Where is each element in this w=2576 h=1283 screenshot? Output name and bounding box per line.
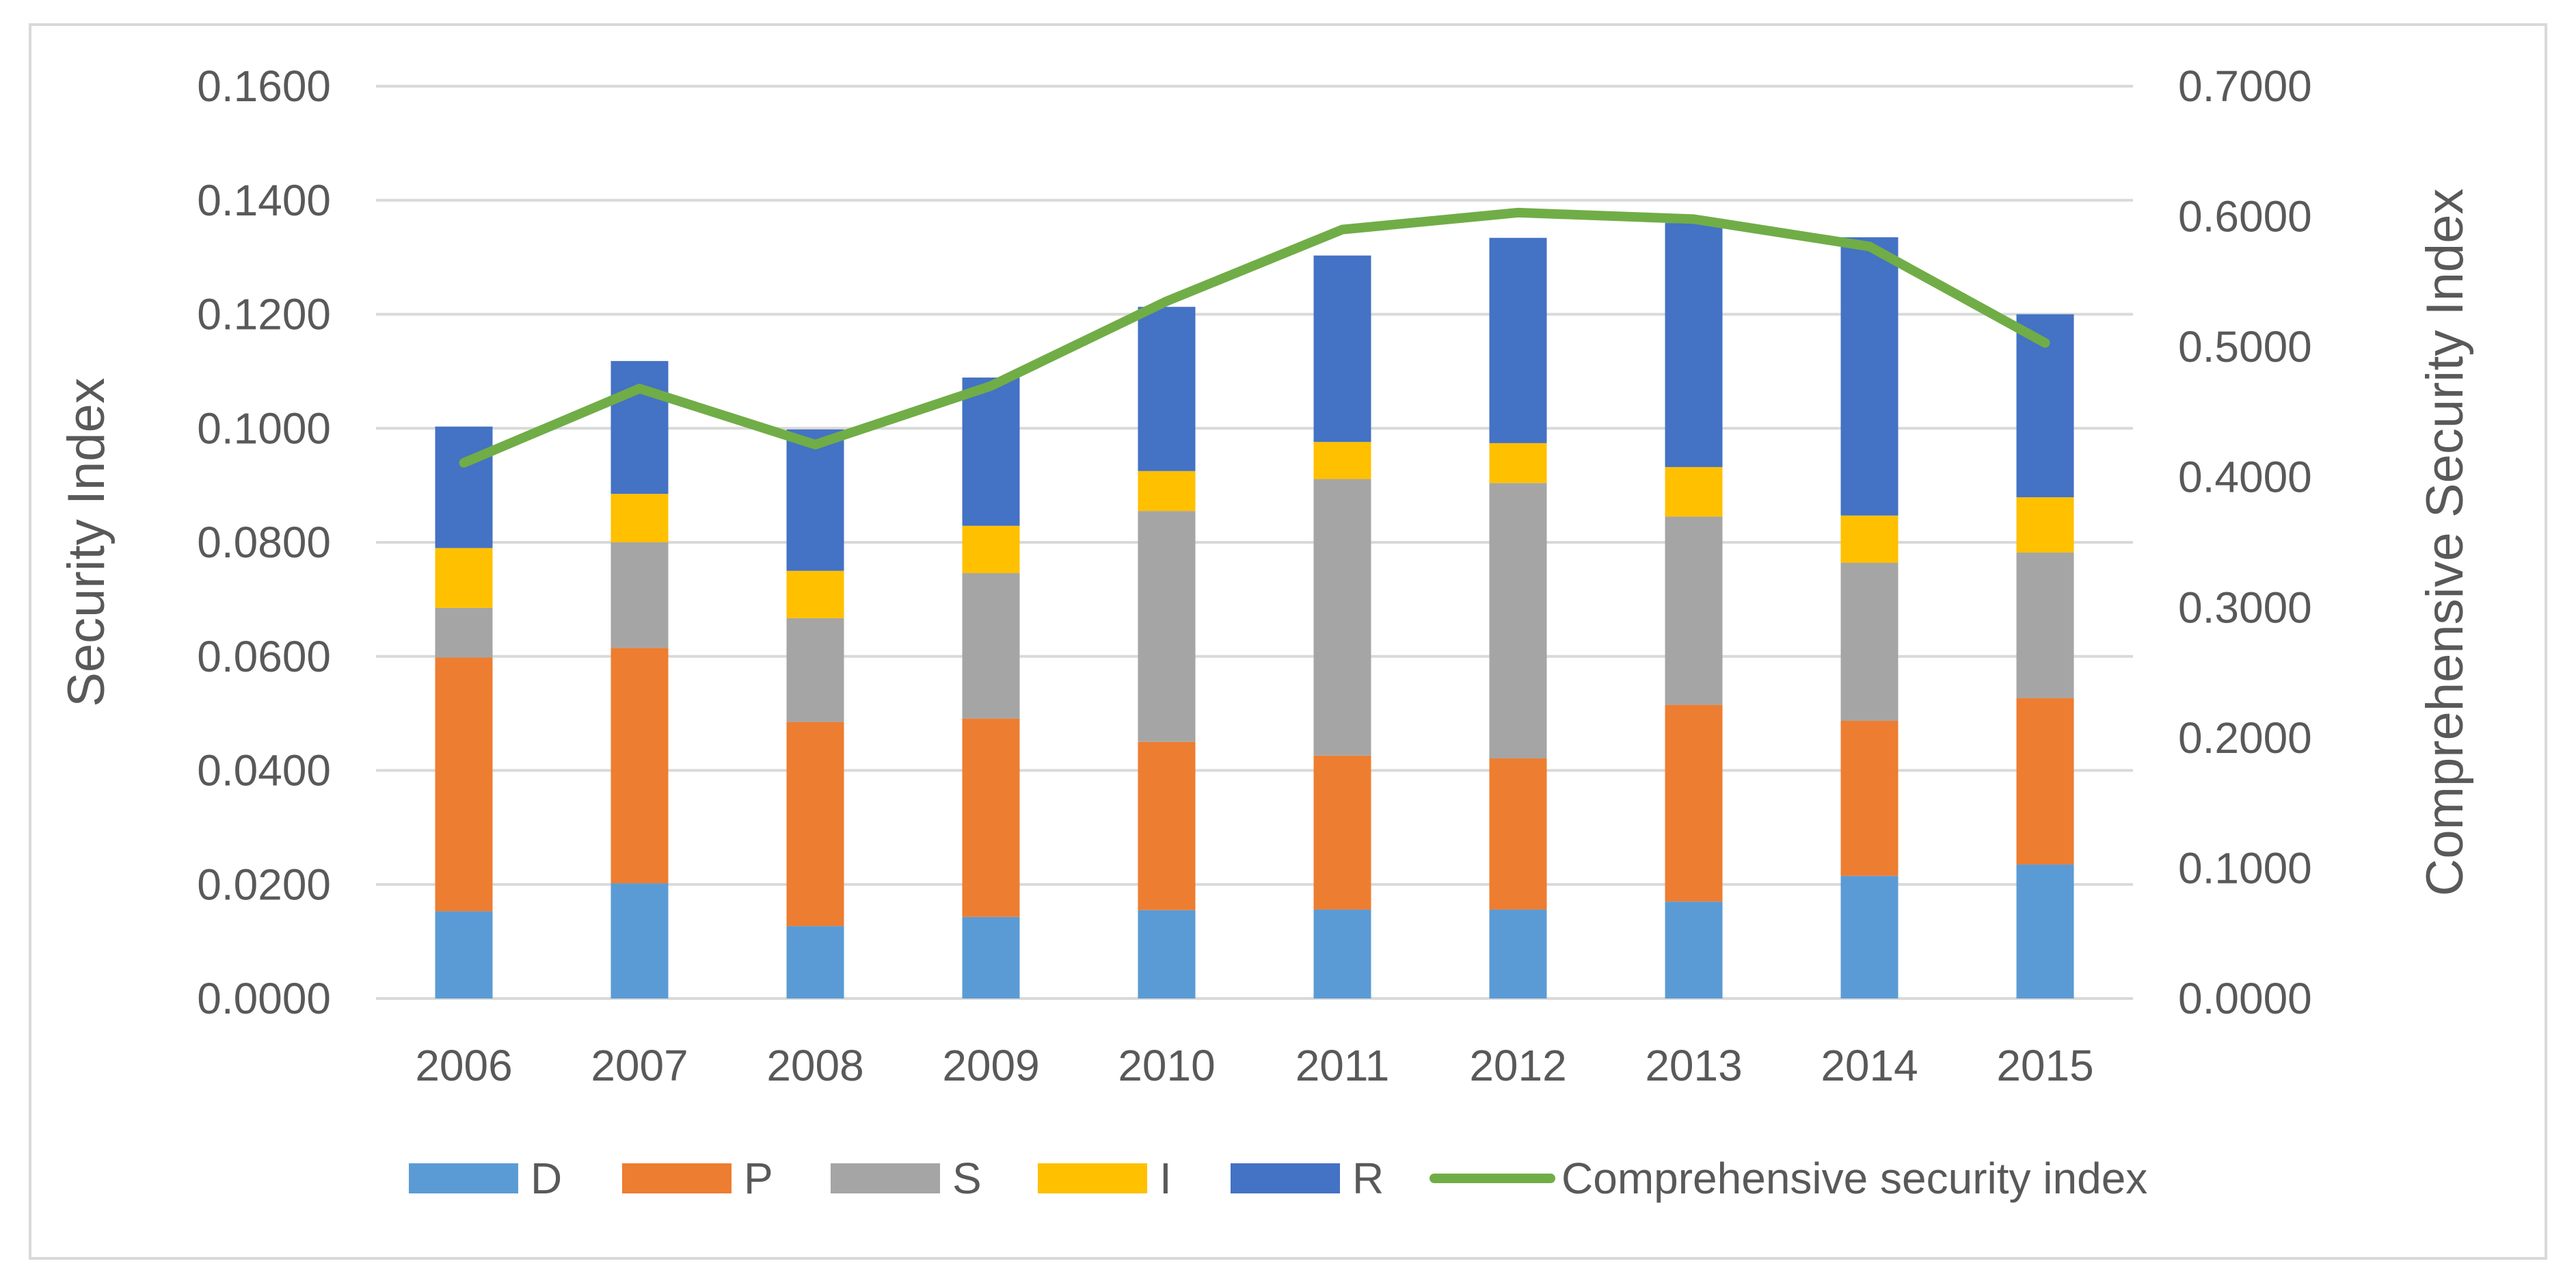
bar-s-2012 — [1489, 483, 1547, 758]
legend-swatch-i — [1038, 1163, 1147, 1193]
legend-label: Comprehensive security index — [1561, 1154, 2147, 1203]
bar-i-2009 — [962, 525, 1020, 574]
bar-p-2015 — [2016, 698, 2074, 865]
bar-i-2010 — [1138, 471, 1196, 512]
legend-swatch-p — [622, 1163, 732, 1193]
x-tick-label: 2013 — [1645, 1041, 1742, 1090]
bar-r-2007 — [611, 360, 669, 494]
y-tick-label: 0.0800 — [197, 518, 331, 567]
bar-s-2008 — [786, 618, 844, 722]
bar-d-2008 — [786, 926, 844, 998]
bar-s-2006 — [435, 607, 493, 658]
bar-r-2013 — [1665, 223, 1723, 467]
legend-label: D — [531, 1154, 562, 1203]
y2-tick-label: 0.2000 — [2178, 713, 2312, 763]
y-tick-label: 0.0400 — [197, 746, 331, 795]
bar-r-2006 — [435, 426, 493, 548]
x-tick-label: 2015 — [1996, 1041, 2093, 1090]
bar-p-2008 — [786, 722, 844, 927]
bar-p-2009 — [962, 718, 1020, 917]
x-tick-label: 2011 — [1296, 1041, 1390, 1090]
bar-r-2008 — [786, 429, 844, 571]
bar-p-2014 — [1840, 720, 1899, 876]
y2-tick-label: 0.6000 — [2178, 192, 2312, 241]
x-tick-label: 2006 — [415, 1041, 512, 1090]
x-tick-label: 2014 — [1821, 1041, 1918, 1090]
bar-r-2010 — [1138, 306, 1196, 471]
y-tick-label: 0.1200 — [197, 290, 331, 339]
y-tick-label: 0.1000 — [197, 404, 331, 453]
bar-s-2009 — [962, 573, 1020, 719]
bar-i-2013 — [1665, 466, 1723, 517]
bar-d-2011 — [1313, 909, 1371, 998]
bar-r-2009 — [962, 378, 1020, 526]
bar-s-2007 — [611, 542, 669, 648]
bar-p-2010 — [1138, 741, 1196, 910]
x-tick-label: 2010 — [1118, 1041, 1215, 1090]
legend-label: P — [744, 1154, 773, 1203]
y2-tick-label: 0.5000 — [2178, 322, 2312, 371]
y2-tick-label: 0.1000 — [2178, 843, 2312, 892]
x-tick-label: 2012 — [1469, 1041, 1566, 1090]
bar-i-2011 — [1313, 442, 1371, 479]
legend-label: I — [1159, 1154, 1172, 1203]
y2-axis-title: Comprehensive Security Index — [2416, 189, 2474, 897]
y-tick-label: 0.1600 — [197, 62, 331, 111]
bar-d-2006 — [435, 911, 493, 998]
bar-s-2011 — [1313, 479, 1371, 756]
x-tick-label: 2009 — [942, 1041, 1039, 1090]
y2-tick-label: 0.3000 — [2178, 583, 2312, 632]
bar-d-2014 — [1840, 875, 1899, 998]
x-tick-label: 2008 — [766, 1041, 863, 1090]
line-comprehensive-security-index — [459, 207, 2050, 468]
bar-p-2013 — [1665, 704, 1723, 902]
bar-i-2012 — [1489, 442, 1547, 484]
bar-d-2015 — [2016, 864, 2074, 998]
bar-r-2014 — [1840, 237, 1899, 516]
y2-tick-label: 0.0000 — [2178, 974, 2312, 1023]
bar-s-2015 — [2016, 553, 2074, 698]
bar-s-2010 — [1138, 511, 1196, 742]
legend-label: S — [952, 1154, 982, 1203]
bar-i-2015 — [2016, 497, 2074, 553]
bar-p-2006 — [435, 657, 493, 912]
bar-i-2008 — [786, 570, 844, 618]
bar-d-2010 — [1138, 910, 1196, 998]
bar-i-2014 — [1840, 515, 1899, 564]
y-axis-title: Security Index — [57, 378, 116, 707]
bar-d-2012 — [1489, 909, 1547, 998]
y2-tick-label: 0.4000 — [2178, 453, 2312, 502]
y-tick-label: 0.0600 — [197, 632, 331, 681]
x-tick-label: 2007 — [591, 1041, 688, 1090]
y-tick-label: 0.0000 — [197, 974, 331, 1023]
legend-swatch-s — [831, 1163, 940, 1193]
bar-d-2007 — [611, 883, 669, 998]
y-tick-label: 0.1400 — [197, 176, 331, 225]
y-tick-label: 0.0200 — [197, 860, 331, 909]
legend-label: R — [1352, 1154, 1384, 1203]
bar-r-2011 — [1313, 255, 1371, 442]
bar-p-2011 — [1313, 755, 1371, 910]
bar-i-2007 — [611, 494, 669, 542]
y2-tick-label: 0.7000 — [2178, 62, 2312, 111]
bar-s-2014 — [1840, 563, 1899, 721]
bar-d-2009 — [962, 916, 1020, 998]
bar-r-2012 — [1489, 237, 1547, 443]
legend-swatch-d — [409, 1163, 518, 1193]
bar-s-2013 — [1665, 516, 1723, 705]
bar-d-2013 — [1665, 901, 1723, 998]
bar-p-2012 — [1489, 758, 1547, 910]
bar-p-2007 — [611, 648, 669, 884]
bar-i-2006 — [435, 548, 493, 608]
legend-swatch-r — [1231, 1163, 1340, 1193]
